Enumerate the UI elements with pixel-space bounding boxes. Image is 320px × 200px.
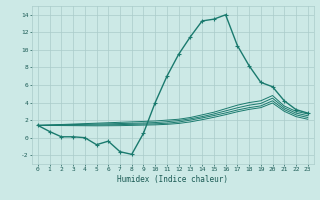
X-axis label: Humidex (Indice chaleur): Humidex (Indice chaleur) <box>117 175 228 184</box>
